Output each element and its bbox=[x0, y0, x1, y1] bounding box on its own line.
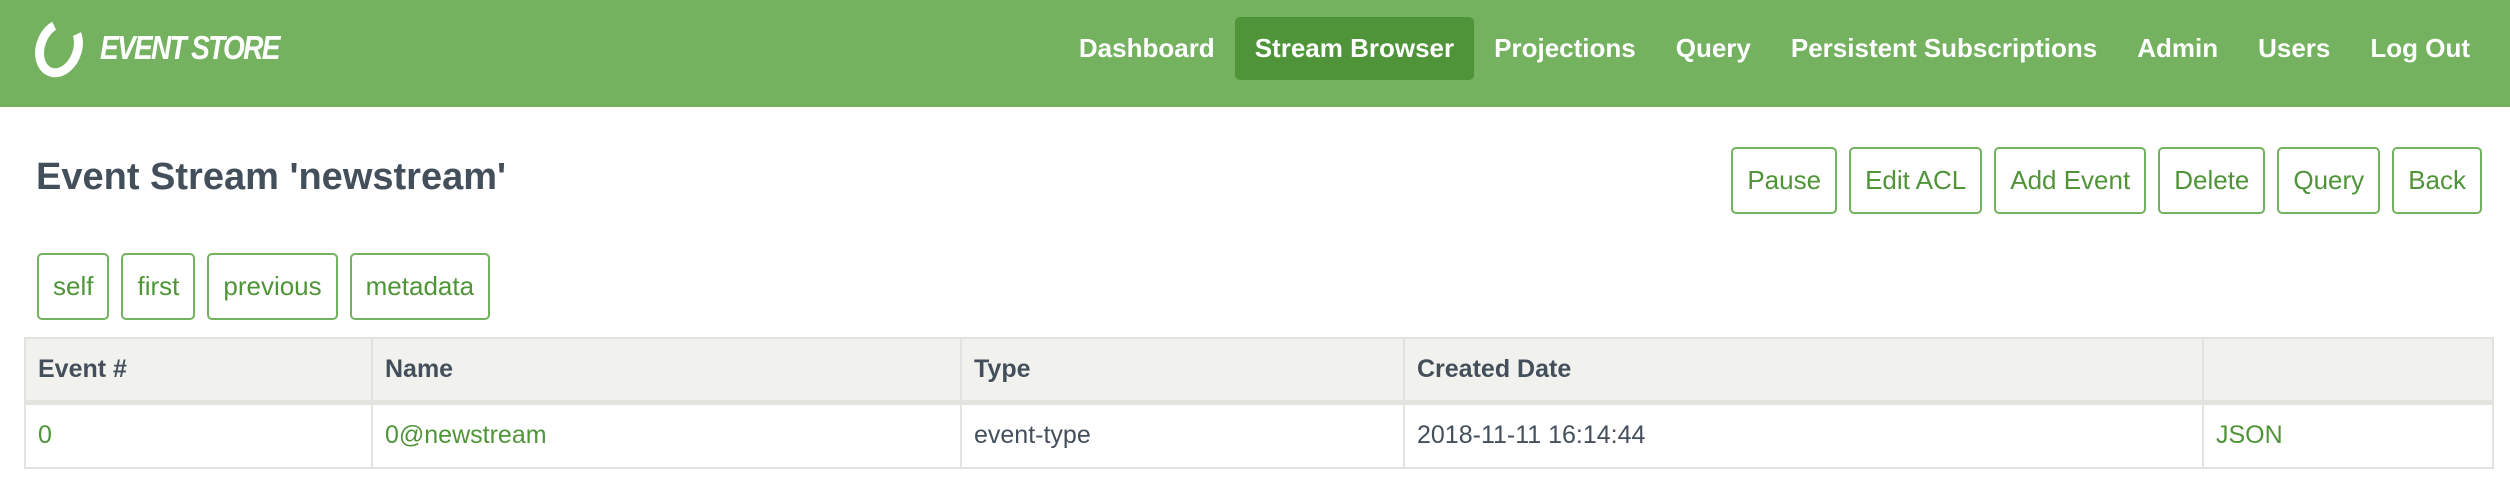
event-name-link[interactable]: 0@newstream bbox=[371, 401, 962, 469]
metadata-link[interactable]: metadata bbox=[349, 253, 491, 320]
col-event-number: Event # bbox=[24, 337, 373, 405]
stream-actions: Pause Edit ACL Add Event Delete Query Ba… bbox=[1731, 147, 2482, 214]
add-event-button[interactable]: Add Event bbox=[1994, 147, 2147, 214]
stream-links: self first previous metadata bbox=[37, 253, 491, 320]
col-actions bbox=[2202, 337, 2494, 405]
event-store-logo[interactable]: EVENT STORE bbox=[27, 11, 310, 85]
col-created-date: Created Date bbox=[1403, 337, 2204, 405]
query-button[interactable]: Query bbox=[2277, 147, 2381, 214]
events-table: Event # Name Type Created Date 0 0@newst… bbox=[24, 337, 2494, 469]
col-name: Name bbox=[371, 337, 962, 405]
brand-name: EVENT STORE bbox=[100, 29, 280, 66]
table-row: 0 0@newstream event-type 2018-11-11 16:1… bbox=[24, 401, 2494, 469]
json-link[interactable]: JSON bbox=[2202, 401, 2494, 469]
created-date: 2018-11-11 16:14:44 bbox=[1403, 401, 2204, 469]
nav-admin[interactable]: Admin bbox=[2137, 33, 2219, 63]
nav-projections[interactable]: Projections bbox=[1494, 33, 1636, 63]
first-link[interactable]: first bbox=[121, 253, 196, 320]
nav-dashboard[interactable]: Dashboard bbox=[1078, 33, 1215, 63]
event-number-link[interactable]: 0 bbox=[24, 401, 373, 469]
page-title: Event Stream 'newstream' bbox=[36, 156, 507, 198]
nav-query[interactable]: Query bbox=[1675, 33, 1751, 63]
nav-persistent-subscriptions[interactable]: Persistent Subscriptions bbox=[1790, 33, 2098, 63]
nav-users[interactable]: Users bbox=[2258, 33, 2331, 63]
main-nav: Dashboard Stream Browser Projections Que… bbox=[1059, 17, 2490, 80]
pause-button[interactable]: Pause bbox=[1731, 147, 1838, 214]
col-type: Type bbox=[960, 337, 1405, 405]
event-type: event-type bbox=[960, 401, 1405, 469]
edit-acl-button[interactable]: Edit ACL bbox=[1849, 147, 1983, 214]
top-navbar: EVENT STORE Dashboard Stream Browser Pro… bbox=[0, 0, 2510, 107]
delete-button[interactable]: Delete bbox=[2158, 147, 2266, 214]
previous-link[interactable]: previous bbox=[207, 253, 338, 320]
table-header-row: Event # Name Type Created Date bbox=[24, 337, 2494, 405]
nav-stream-browser[interactable]: Stream Browser bbox=[1234, 17, 1475, 80]
nav-log-out[interactable]: Log Out bbox=[2370, 33, 2470, 63]
self-link[interactable]: self bbox=[37, 253, 110, 320]
back-button[interactable]: Back bbox=[2392, 147, 2482, 214]
logo-ring-icon bbox=[27, 11, 91, 85]
